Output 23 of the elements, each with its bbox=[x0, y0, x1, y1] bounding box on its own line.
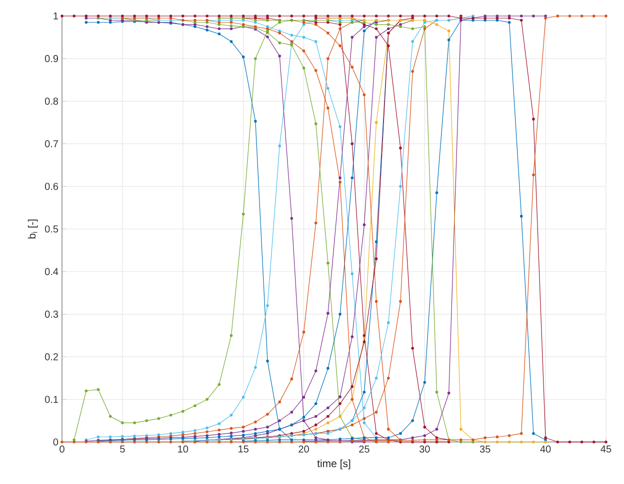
y-tick-label: 0.6 bbox=[44, 182, 58, 190]
y-tick-label: 0.1 bbox=[44, 396, 58, 403]
y-axis-title: b$_{i}$ [-] bbox=[28, 220, 38, 238]
x-tick-label: 40 bbox=[540, 446, 551, 453]
y-tick-label: 0.4 bbox=[44, 268, 58, 276]
x-axis-title: time [s] bbox=[317, 459, 350, 470]
y-tick-label: 1 bbox=[54, 12, 58, 20]
x-tick-label: 20 bbox=[298, 446, 309, 453]
x-tick-label: 45 bbox=[600, 446, 612, 452]
x-tick-label: 5 bbox=[120, 446, 125, 452]
x-tick-label: 25 bbox=[359, 446, 370, 453]
x-tick-label: 30 bbox=[419, 446, 430, 453]
y-tick-label: 0.8 bbox=[44, 98, 58, 105]
x-tick-label: 15 bbox=[238, 446, 248, 452]
x-tick-label: 35 bbox=[480, 446, 490, 453]
y-tick-label: 0.2 bbox=[44, 353, 58, 360]
y-tick-label: 0.7 bbox=[44, 140, 58, 148]
x-tick-label: 0 bbox=[60, 446, 64, 453]
y-tick-label: 0.3 bbox=[44, 310, 58, 318]
y-tick-label: 0.9 bbox=[44, 55, 58, 62]
x-tick-label: 10 bbox=[178, 446, 188, 453]
y-tick-label: 0.5 bbox=[44, 225, 58, 233]
y-tick-label: 0 bbox=[53, 438, 58, 446]
